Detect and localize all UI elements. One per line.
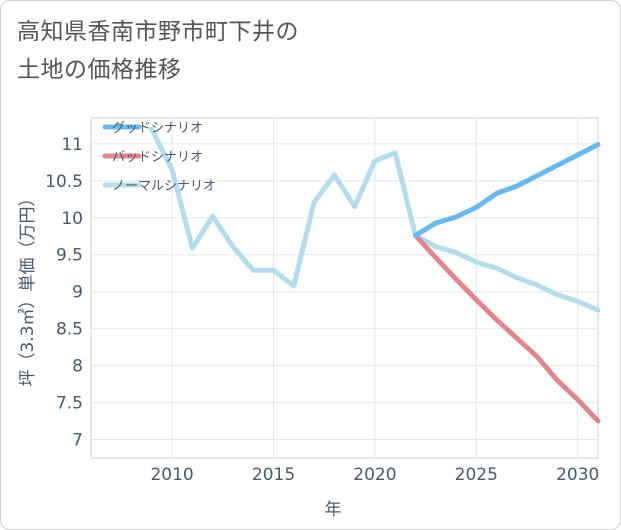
- y-tick-label-8: 11: [61, 135, 83, 155]
- series-line-0: [413, 142, 601, 238]
- legend-label-1: バッドシナリオ: [112, 150, 203, 165]
- y-axis-title: 坪（3.3㎡）単価（万円）: [18, 189, 38, 386]
- x-tick-label-4: 2030: [556, 465, 599, 485]
- grid: [91, 118, 598, 458]
- y-tick-label-3: 8.5: [56, 320, 83, 340]
- x-tick-label-1: 2015: [252, 465, 295, 485]
- title-line-1: 高知県香南市野市町下井の: [17, 19, 299, 45]
- plot-area: [90, 117, 599, 459]
- y-tick-label-4: 9: [72, 283, 83, 303]
- series-line-1: [413, 233, 601, 424]
- y-tick-label-5: 9.5: [56, 246, 83, 266]
- y-axis-ticks: 7 7.5 8 8.5 9 9.5 10 10.5 11: [45, 135, 83, 451]
- legend-label-2: ノーマルシナリオ: [112, 179, 216, 194]
- x-tick-label-2: 2020: [353, 465, 396, 485]
- y-tick-label-6: 10: [61, 209, 83, 229]
- y-tick-label-0: 7: [72, 431, 83, 451]
- x-tick-label-0: 2010: [150, 465, 193, 485]
- series-lines: [149, 126, 601, 424]
- y-tick-label-1: 7.5: [56, 394, 83, 414]
- x-axis-ticks: 2010 2015 2020 2025 2030: [150, 465, 599, 485]
- x-axis-title: 年: [325, 500, 342, 520]
- title-line-2: 土地の価格推移: [17, 57, 182, 83]
- y-tick-label-2: 8: [72, 357, 83, 377]
- y-tick-label-7: 10.5: [45, 172, 83, 192]
- x-tick-label-3: 2025: [455, 465, 498, 485]
- series-line-2: [149, 126, 601, 313]
- legend-label-0: グッドシナリオ: [112, 121, 203, 136]
- chart-title: 高知県香南市野市町下井の 土地の価格推移: [17, 13, 577, 89]
